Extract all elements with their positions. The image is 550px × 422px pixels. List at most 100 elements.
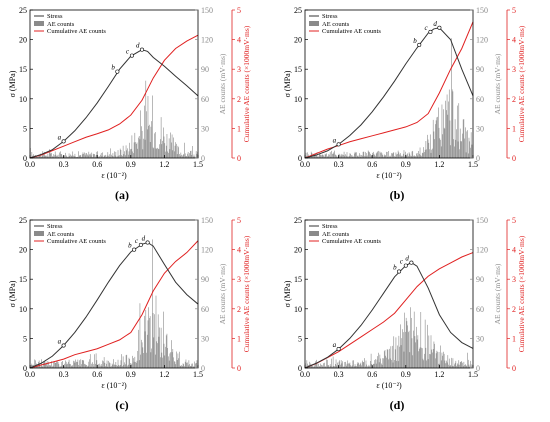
point-a-marker [336, 142, 341, 147]
y-tick-label: 5 [23, 124, 27, 133]
y3-tick-label: 3 [237, 275, 241, 284]
y-axis-label: σ (MPa) [283, 70, 292, 97]
x-tick-label: 1.2 [159, 370, 169, 379]
x-tick-label: 1.2 [434, 160, 444, 169]
cumulative-ae-line [304, 252, 474, 369]
point-d-marker [140, 47, 145, 52]
y-tick-label: 10 [19, 95, 27, 104]
x-tick-label: 0.3 [59, 160, 69, 169]
legend-stress-label: Stress [47, 223, 63, 230]
x-tick-label: 0.9 [401, 370, 411, 379]
x-tick-label: 1.5 [193, 160, 203, 169]
x-tick-label: 1.2 [159, 160, 169, 169]
y2-tick-label: 90 [476, 275, 484, 284]
y-tick-label: 20 [294, 36, 302, 45]
y3-tick-label: 1 [512, 334, 516, 343]
y3-tick-label: 5 [237, 6, 241, 15]
x-tick-label: 0.6 [92, 370, 102, 379]
y2-axis-label: AE counts (mV·ms) [218, 53, 227, 114]
y-axis-label: σ (MPa) [283, 280, 292, 307]
y2-tick-label: 150 [476, 6, 488, 15]
ae-count-bars [305, 307, 473, 368]
point-c-label: c [400, 258, 404, 266]
legend-cumulative-label: Cumulative AE counts [322, 28, 381, 35]
panel-label: (c) [115, 398, 128, 412]
y2-tick-label: 0 [476, 154, 480, 163]
y3-tick-label: 3 [512, 275, 516, 284]
y-tick-label: 0 [298, 364, 302, 373]
y-tick-label: 20 [19, 246, 27, 255]
y-tick-label: 10 [294, 95, 302, 104]
y3-tick-label: 0 [237, 364, 241, 373]
y2-tick-label: 30 [201, 334, 209, 343]
y2-tick-label: 30 [476, 124, 484, 133]
ae-count-bars [30, 80, 198, 158]
ae-count-bars [305, 38, 473, 158]
y3-tick-label: 5 [512, 216, 516, 225]
x-axis-label: ε (10⁻²) [376, 381, 402, 390]
legend-stress-label: Stress [322, 223, 338, 230]
y2-tick-label: 30 [201, 124, 209, 133]
y3-tick-label: 0 [512, 364, 516, 373]
x-tick-label: 0.3 [334, 370, 344, 379]
plot-frame [304, 9, 474, 159]
point-d-label: d [142, 234, 146, 242]
point-b-label: b [111, 64, 115, 72]
y-tick-label: 0 [23, 154, 27, 163]
point-c-marker [428, 29, 433, 34]
y3-tick-label: 5 [237, 216, 241, 225]
y2-tick-label: 0 [201, 364, 205, 373]
y-tick-label: 20 [294, 246, 302, 255]
y2-tick-label: 120 [201, 246, 213, 255]
y2-tick-label: 90 [476, 65, 484, 74]
x-tick-label: 0.0 [25, 160, 35, 169]
point-a-marker [61, 343, 66, 348]
y2-tick-label: 0 [201, 154, 205, 163]
point-c-marker [138, 242, 143, 247]
point-c-label: c [126, 48, 130, 56]
point-b-marker [132, 247, 137, 252]
x-tick-label: 0.0 [300, 370, 310, 379]
y3-tick-label: 0 [512, 154, 516, 163]
y3-tick-label: 4 [512, 246, 516, 255]
y3-tick-label: 3 [512, 65, 516, 74]
legend-ae-swatch [34, 231, 44, 236]
y3-axis-label: Cumulative AE counts (×1000mV·ms) [517, 25, 526, 142]
stress-line [29, 49, 199, 159]
y2-tick-label: 90 [201, 65, 209, 74]
panel-label: (a) [115, 188, 129, 202]
x-tick-label: 1.5 [193, 370, 203, 379]
point-a-label: a [58, 133, 62, 141]
point-b-marker [417, 42, 422, 47]
x-axis-label: ε (10⁻²) [376, 171, 402, 180]
y-axis-label: σ (MPa) [8, 280, 17, 307]
x-axis-label: ε (10⁻²) [101, 381, 127, 390]
y2-tick-label: 60 [476, 305, 484, 314]
x-axis-label: ε (10⁻²) [101, 171, 127, 180]
x-tick-label: 0.9 [126, 370, 136, 379]
x-tick-label: 0.9 [401, 160, 411, 169]
y3-tick-label: 2 [512, 95, 516, 104]
y3-axis-label: Cumulative AE counts (×1000mV·ms) [517, 235, 526, 352]
stress-line [304, 262, 474, 369]
y2-tick-label: 120 [476, 246, 488, 255]
x-tick-label: 0.6 [367, 370, 377, 379]
point-d-label: d [433, 20, 437, 28]
panel-label: (d) [390, 398, 405, 412]
point-a-label: a [333, 341, 337, 349]
y-tick-label: 20 [19, 36, 27, 45]
y2-tick-label: 120 [476, 36, 488, 45]
y2-tick-label: 150 [201, 216, 213, 225]
y-tick-label: 25 [294, 6, 302, 15]
plot-frame [29, 9, 199, 159]
y2-tick-label: 120 [201, 36, 213, 45]
legend-stress-label: Stress [322, 13, 338, 20]
legend-ae-label: AE counts [322, 231, 350, 238]
point-a-label: a [333, 136, 337, 144]
y-tick-label: 25 [294, 216, 302, 225]
y3-tick-label: 2 [512, 305, 516, 314]
point-d-label: d [136, 42, 140, 50]
y3-tick-label: 4 [237, 246, 241, 255]
x-tick-label: 1.5 [468, 160, 478, 169]
